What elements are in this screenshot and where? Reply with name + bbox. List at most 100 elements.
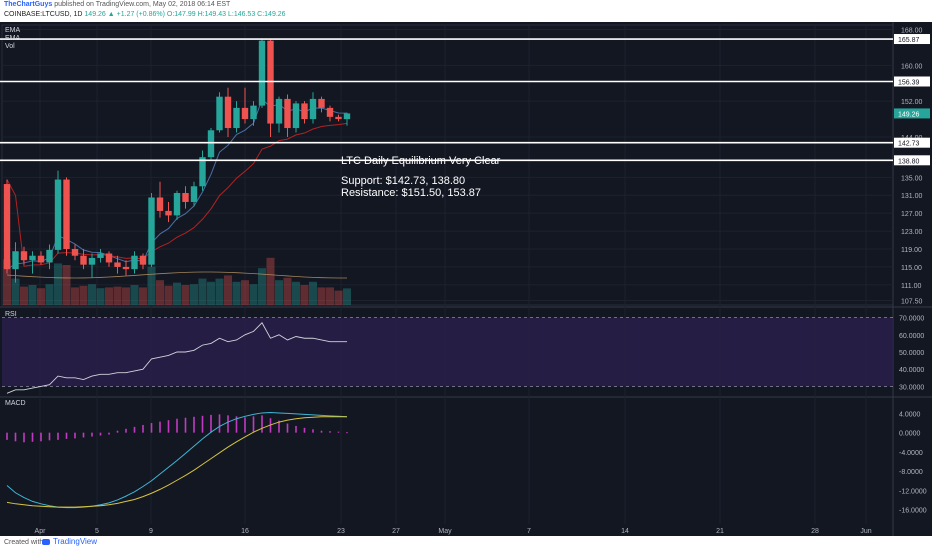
volume-bar [224, 275, 232, 305]
candle-body [225, 97, 231, 128]
rsi-tick-label: 70.0000 [899, 316, 924, 323]
macd-histogram-bar [49, 433, 51, 441]
volume-bar [233, 282, 241, 305]
candle-body [242, 108, 248, 119]
candle-body [182, 193, 188, 202]
chart-svg[interactable]: 168.00160.00152.00144.00135.00131.00127.… [0, 22, 932, 536]
tradingview-brand: TradingView [53, 537, 97, 546]
candle-body [335, 117, 341, 119]
candle-body [123, 267, 129, 269]
price-tick-label: 152.00 [901, 99, 923, 106]
volume-bar [88, 284, 96, 305]
macd-histogram-bar [338, 432, 340, 433]
candle-body [46, 250, 52, 263]
candle-body [97, 253, 103, 257]
time-tick-label: 5 [95, 528, 99, 535]
macd-histogram-bar [100, 433, 102, 436]
volume-bar [46, 284, 54, 305]
macd-label: MACD [5, 400, 26, 407]
volume-bar [63, 265, 71, 305]
volume-bar [131, 285, 139, 305]
macd-histogram-bar [304, 428, 306, 433]
volume-bar [29, 285, 37, 305]
tradingview-link[interactable]: TradingView [42, 537, 97, 546]
volume-bar [250, 284, 258, 305]
macd-histogram-bar [168, 420, 170, 433]
macd-histogram-bar [202, 416, 204, 433]
time-tick-label: 16 [241, 528, 249, 535]
macd-histogram-bar [40, 433, 42, 442]
rsi-tick-label: 50.0000 [899, 350, 924, 357]
rsi-label: RSI [5, 311, 17, 318]
ema-label-1: EMA [5, 27, 20, 34]
symbol-label: COINBASE:LTCUSD, 1D [4, 11, 82, 18]
macd-histogram-bar [57, 433, 59, 440]
candle-body [233, 108, 239, 128]
macd-histogram-bar [83, 433, 85, 438]
candle-body [318, 99, 324, 108]
volume-bar [80, 286, 88, 305]
volume-bar [292, 282, 300, 305]
macd-histogram-bar [23, 433, 25, 443]
ema-label-2: EMA [5, 35, 20, 42]
candle-body [276, 99, 282, 124]
volume-bar [343, 288, 351, 305]
candle-body [250, 106, 256, 119]
macd-tick-label: 0.0000 [899, 431, 921, 438]
candle-body [259, 41, 265, 106]
time-tick-label: 21 [716, 528, 724, 535]
volume-bar [309, 282, 317, 305]
candle-body [63, 180, 69, 249]
volume-bar [114, 287, 122, 305]
level-price-label: 156.39 [898, 79, 920, 86]
candle-body [165, 211, 171, 215]
macd-histogram-bar [329, 431, 331, 432]
candle-body [80, 256, 86, 265]
volume-bar [71, 287, 79, 305]
last-price: 149.26 [84, 11, 105, 18]
rsi-band [2, 318, 893, 387]
volume-bar [335, 291, 343, 305]
macd-histogram-bar [185, 418, 187, 433]
tradingview-icon [42, 539, 50, 545]
price-tick-label: 123.00 [901, 229, 923, 236]
publish-line: TheChartGuys published on TradingView.co… [4, 1, 230, 8]
candle-body [327, 108, 333, 117]
macd-tick-label: -16.0000 [899, 508, 927, 515]
macd-histogram-bar [134, 427, 136, 433]
rsi-tick-label: 60.0000 [899, 333, 924, 340]
macd-histogram-bar [117, 431, 119, 433]
macd-histogram-bar [261, 415, 263, 432]
macd-histogram-bar [321, 431, 323, 433]
macd-histogram-bar [210, 415, 212, 433]
last-price-label: 149.26 [898, 111, 920, 118]
price-change: ▲ +1.27 (+0.86%) [108, 11, 165, 18]
volume-bar [284, 278, 292, 305]
macd-histogram-bar [193, 417, 195, 433]
chart-area[interactable]: 168.00160.00152.00144.00135.00131.00127.… [0, 22, 932, 536]
time-tick-label: 28 [811, 528, 819, 535]
vol-label: Vol [5, 43, 15, 50]
created-with-text: Created with [4, 539, 43, 546]
candle-body [4, 184, 10, 269]
macd-histogram-bar [227, 415, 229, 432]
macd-histogram-bar [176, 419, 178, 433]
candle-body [29, 256, 35, 260]
rsi-tick-label: 40.0000 [899, 367, 924, 374]
volume-bar [37, 288, 45, 305]
candle-body [344, 113, 350, 119]
price-tick-label: 135.00 [901, 175, 923, 182]
time-tick-label: 27 [392, 528, 400, 535]
candle-body [191, 186, 197, 202]
volume-bar [165, 286, 173, 305]
volume-bar [148, 267, 156, 305]
author-link[interactable]: TheChartGuys [4, 1, 52, 8]
candle-body [301, 103, 307, 119]
published-text: published on TradingView.com, May 02, 20… [54, 1, 230, 8]
macd-histogram-bar [312, 429, 314, 432]
candle-body [140, 256, 146, 265]
volume-bar [326, 287, 334, 305]
macd-tick-label: -8.0000 [899, 469, 923, 476]
candle-body [208, 130, 214, 157]
candle-body [38, 256, 44, 263]
